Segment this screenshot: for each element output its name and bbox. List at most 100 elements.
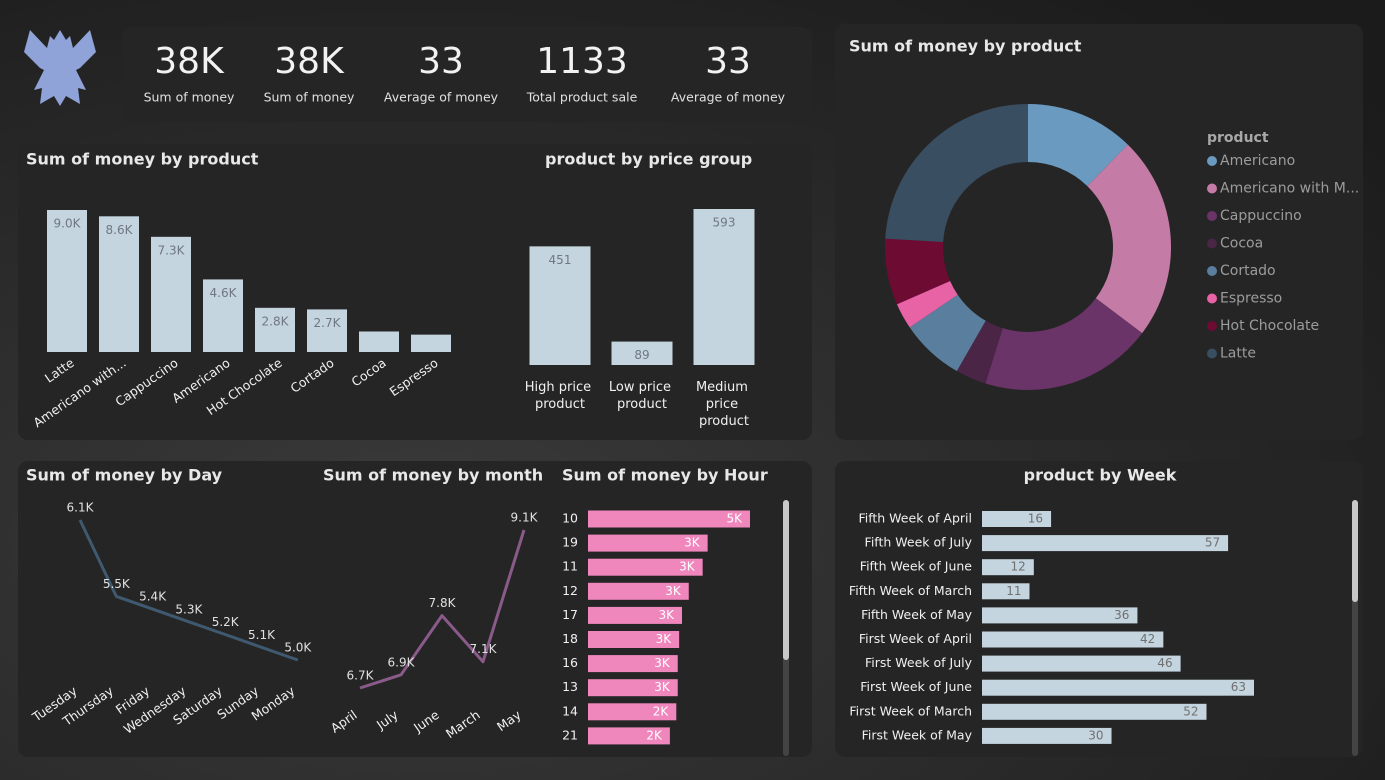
kpi-value: 33 bbox=[705, 41, 751, 82]
legend-label: Espresso bbox=[1220, 291, 1282, 307]
bar bbox=[982, 583, 1030, 600]
bar bbox=[99, 216, 139, 352]
legend-label: Cappuccino bbox=[1220, 208, 1302, 224]
donut-slice bbox=[956, 320, 1003, 384]
y-tick-label: 11 bbox=[562, 559, 578, 574]
legend-marker bbox=[1207, 156, 1217, 166]
scrollbars bbox=[783, 500, 1358, 756]
bar bbox=[982, 607, 1138, 624]
data-label: 5.1K bbox=[248, 628, 276, 642]
scroll-thumb[interactable] bbox=[1352, 500, 1358, 602]
bar bbox=[588, 510, 750, 528]
bar bbox=[982, 703, 1207, 720]
chart-title: Sum of money by Hour bbox=[562, 466, 768, 485]
line bbox=[359, 529, 526, 690]
y-tick-label: 13 bbox=[562, 679, 578, 694]
bar bbox=[588, 631, 680, 648]
y-tick-label: Fifth Week of March bbox=[849, 583, 972, 598]
data-label: 52 bbox=[1183, 704, 1198, 718]
legend-marker bbox=[1207, 321, 1217, 331]
chart-title: Sum of money by month bbox=[323, 466, 543, 485]
y-tick-label: 17 bbox=[562, 607, 578, 622]
data-label: 3K bbox=[656, 632, 673, 646]
data-label: 63 bbox=[1231, 680, 1246, 694]
bar bbox=[588, 558, 703, 576]
bar bbox=[203, 279, 243, 352]
data-label: 5.3K bbox=[175, 602, 203, 616]
bar bbox=[588, 727, 670, 745]
data-label: 3K bbox=[665, 584, 682, 598]
donut-slice bbox=[885, 104, 1028, 242]
y-tick-label: First Week of June bbox=[860, 679, 972, 694]
data-label: 3K bbox=[684, 536, 701, 550]
donut-slice bbox=[1028, 104, 1128, 187]
kpi-label: Sum of money bbox=[264, 90, 355, 105]
kpi-label: Average of money bbox=[671, 90, 786, 105]
y-tick-label: First Week of March bbox=[849, 703, 972, 718]
legend-label: Latte bbox=[1220, 346, 1256, 362]
data-label: 6.9K bbox=[388, 655, 416, 669]
y-tick-label: First Week of April bbox=[859, 631, 972, 646]
y-tick-label: Fifth Week of May bbox=[861, 607, 972, 622]
kpi-label: Sum of money bbox=[144, 90, 235, 105]
legend-marker bbox=[1207, 266, 1217, 276]
legend-label: Hot Chocolate bbox=[1220, 318, 1319, 334]
data-label: 3K bbox=[679, 560, 696, 574]
data-label: 30 bbox=[1088, 728, 1103, 742]
donut-slice bbox=[985, 298, 1143, 391]
y-tick-label: 14 bbox=[562, 703, 578, 718]
legend-title: product bbox=[1207, 130, 1269, 146]
data-label: 5.4K bbox=[139, 590, 167, 604]
data-label: 16 bbox=[1028, 512, 1043, 526]
y-tick-label: Fifth Week of July bbox=[865, 535, 973, 550]
legend-marker bbox=[1207, 211, 1217, 221]
bar bbox=[611, 341, 673, 365]
bar bbox=[588, 582, 689, 600]
data-label: 5K bbox=[726, 512, 743, 526]
bar bbox=[982, 679, 1254, 696]
legend-label: Americano with M... bbox=[1220, 181, 1359, 197]
bar bbox=[588, 606, 682, 624]
y-tick-label: 10 bbox=[562, 511, 578, 526]
kpi-value: 38K bbox=[274, 41, 345, 82]
chart-title: Sum of money by Day bbox=[26, 466, 223, 485]
y-tick-label: Fifth Week of April bbox=[858, 511, 972, 526]
bar bbox=[982, 535, 1229, 552]
legend-marker bbox=[1207, 238, 1217, 249]
data-label: 593 bbox=[713, 216, 736, 230]
bar bbox=[982, 655, 1181, 672]
legend-marker bbox=[1207, 183, 1217, 194]
bar bbox=[588, 655, 678, 673]
data-label: 2K bbox=[646, 728, 663, 742]
data-label: 2K bbox=[653, 704, 670, 718]
kpi-label: Total product sale bbox=[526, 90, 638, 105]
data-label: 9.1K bbox=[511, 511, 539, 525]
chart-title: Sum of money by product bbox=[849, 37, 1082, 56]
kpi-value: 1133 bbox=[536, 41, 628, 82]
kpi-value: 38K bbox=[154, 41, 225, 82]
y-tick-label: Fifth Week of June bbox=[860, 559, 973, 574]
x-tick-label: Low price product bbox=[609, 380, 675, 412]
bar bbox=[982, 727, 1112, 744]
x-tick-label: Medium price product bbox=[696, 380, 752, 429]
y-tick-label: First Week of May bbox=[862, 727, 973, 742]
bar bbox=[982, 559, 1034, 576]
bar bbox=[588, 679, 678, 697]
data-label: 451 bbox=[549, 253, 572, 267]
chart-title: product by price group bbox=[545, 150, 752, 169]
data-label: 7.1K bbox=[470, 642, 498, 656]
data-label: 46 bbox=[1157, 656, 1172, 670]
data-label: 42 bbox=[1140, 632, 1155, 646]
data-label: 36 bbox=[1114, 608, 1129, 622]
bar bbox=[307, 309, 347, 352]
scroll-thumb[interactable] bbox=[783, 500, 789, 660]
data-label: 11 bbox=[1006, 584, 1021, 598]
kpi-panel bbox=[122, 27, 812, 122]
kpi-value: 33 bbox=[418, 41, 464, 82]
data-label: 89 bbox=[634, 348, 649, 362]
data-label: 6.1K bbox=[67, 501, 95, 515]
data-label: 5.2K bbox=[212, 615, 240, 629]
legend-label: Cortado bbox=[1220, 263, 1276, 279]
bar bbox=[588, 703, 677, 721]
